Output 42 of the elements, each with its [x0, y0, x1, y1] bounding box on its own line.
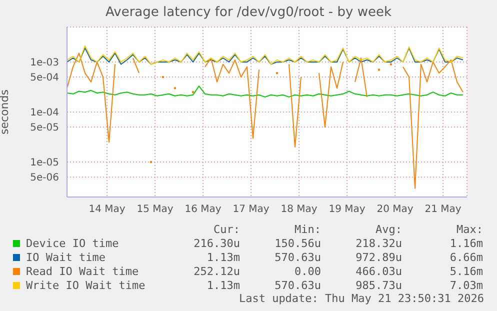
- legend-label: Device IO time: [25, 237, 120, 251]
- x-tick-label: 21 May: [424, 204, 462, 216]
- text: 252.12u: [192, 265, 241, 279]
- text: 6.66m: [448, 251, 484, 265]
- text: Avg:: [374, 223, 403, 237]
- y-tick-label: 5e-04: [30, 72, 59, 84]
- y-tick-label: 5e-06: [30, 172, 59, 184]
- text: 150.56u: [274, 237, 322, 251]
- text: Max:: [456, 223, 484, 237]
- text: 466.03u: [354, 265, 403, 279]
- line-series: [67, 86, 464, 98]
- text: 1.13m: [206, 279, 241, 293]
- text: Last update: Thu May 21 23:50:31 2026: [238, 292, 484, 305]
- x-tick-label: 18 May: [280, 204, 318, 216]
- y-axis-title: seconds: [0, 89, 11, 134]
- text: 972.89u: [354, 251, 403, 265]
- text: 985.73u: [354, 279, 403, 293]
- text: 216.30u: [192, 237, 241, 251]
- text: 5.16m: [448, 265, 484, 279]
- x-tick-label: 17 May: [232, 204, 270, 216]
- text: 7.03m: [448, 279, 484, 293]
- legend-label: Write IO Wait time: [25, 279, 146, 293]
- y-tick-label: 5e-05: [30, 122, 59, 134]
- y-tick-label: 1e-05: [30, 158, 59, 169]
- text: 570.63u: [274, 251, 322, 265]
- y-tick-label: 1e-03: [30, 58, 59, 69]
- text: Cur:: [212, 223, 241, 237]
- text: 1.13m: [206, 251, 241, 265]
- chart-title: Average latency for /dev/vg0/root - by week: [104, 5, 392, 20]
- y-tick-label: 1e-04: [30, 108, 59, 119]
- x-tick-label: 19 May: [328, 204, 366, 216]
- x-tick-label: 14 May: [88, 204, 126, 216]
- legend-label: IO Wait time: [25, 251, 106, 265]
- text: 1.16m: [448, 237, 484, 251]
- x-tick-label: 16 May: [184, 204, 222, 216]
- x-tick-label: 20 May: [376, 204, 414, 216]
- legend-label: Read IO Wait time: [25, 265, 140, 279]
- text: 570.63u: [274, 279, 322, 293]
- text: Min:: [294, 223, 322, 237]
- text: 218.32u: [354, 237, 403, 251]
- x-tick-label: 15 May: [136, 204, 174, 216]
- text: 0.00: [294, 265, 322, 279]
